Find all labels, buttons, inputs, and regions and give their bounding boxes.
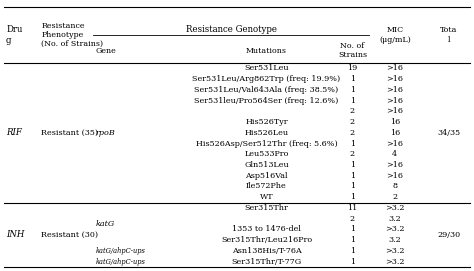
Text: 1: 1 [350,97,355,105]
Text: 29/30: 29/30 [438,231,461,239]
Text: rpoB: rpoB [96,129,115,137]
Text: Asp516Val: Asp516Val [245,172,288,180]
Text: Ser315Thr/Leu216Pro: Ser315Thr/Leu216Pro [221,236,312,244]
Text: Leu533Pro: Leu533Pro [244,150,289,158]
Text: >16: >16 [386,107,403,115]
Text: Resistant (30): Resistant (30) [41,231,99,239]
Text: 1: 1 [350,193,355,201]
Text: >3.2: >3.2 [385,247,405,255]
Text: Gene: Gene [96,47,117,55]
Text: Ile572Phe: Ile572Phe [246,182,287,191]
Text: >16: >16 [386,140,403,147]
Text: INH: INH [6,230,25,239]
Text: 16: 16 [390,129,400,137]
Text: >3.2: >3.2 [385,225,405,233]
Text: Ser531leu/Pro564Ser (freq: 12.6%): Ser531leu/Pro564Ser (freq: 12.6%) [194,97,338,105]
Text: Ser315Thr/T-77G: Ser315Thr/T-77G [231,257,301,266]
Text: katG: katG [96,220,115,228]
Text: His526Asp/Ser512Thr (freq: 5.6%): His526Asp/Ser512Thr (freq: 5.6%) [196,140,337,147]
Text: Resistance
Phenotype
(No. of Strains): Resistance Phenotype (No. of Strains) [41,22,103,48]
Text: 1: 1 [350,172,355,180]
Text: Asn138His/T-76A: Asn138His/T-76A [232,247,301,255]
Text: Tota
l: Tota l [440,26,458,44]
Text: 8: 8 [392,182,397,191]
Text: 1: 1 [350,236,355,244]
Text: 1: 1 [350,140,355,147]
Text: WT: WT [260,193,273,201]
Text: 2: 2 [350,129,355,137]
Text: Ser531Leu: Ser531Leu [244,64,289,72]
Text: 34/35: 34/35 [438,129,461,137]
Text: RIF: RIF [6,128,22,137]
Text: 11: 11 [347,204,357,212]
Text: Ser315Thr: Ser315Thr [245,204,288,212]
Text: Ser531Leu/Val643Ala (freq: 38.5%): Ser531Leu/Val643Ala (freq: 38.5%) [194,86,338,94]
Text: 1: 1 [350,182,355,191]
Text: 1: 1 [350,257,355,266]
Text: 2: 2 [350,107,355,115]
Text: 3.2: 3.2 [389,236,401,244]
Text: Gln513Leu: Gln513Leu [244,161,289,169]
Text: MIC
(μg/mL): MIC (μg/mL) [379,26,411,44]
Text: katG/ahpC-ups: katG/ahpC-ups [96,257,146,266]
Text: >16: >16 [386,86,403,94]
Text: 19: 19 [347,64,357,72]
Text: Dru
g: Dru g [6,25,22,45]
Text: 2: 2 [392,193,397,201]
Text: Resistant (35): Resistant (35) [41,129,99,137]
Text: His526Tyr: His526Tyr [245,118,288,126]
Text: >16: >16 [386,161,403,169]
Text: His526Leu: His526Leu [245,129,289,137]
Text: >16: >16 [386,64,403,72]
Text: 2: 2 [350,118,355,126]
Text: >3.2: >3.2 [385,257,405,266]
Text: >16: >16 [386,97,403,105]
Text: 16: 16 [390,118,400,126]
Text: 1: 1 [350,86,355,94]
Text: katG/ahpC-ups: katG/ahpC-ups [96,247,146,255]
Text: Resistance Genotype: Resistance Genotype [186,25,277,34]
Text: Ser531Leu/Arg862Trp (freq: 19.9%): Ser531Leu/Arg862Trp (freq: 19.9%) [192,75,341,83]
Text: 2: 2 [350,150,355,158]
Text: >3.2: >3.2 [385,204,405,212]
Text: 1353 to 1476-del: 1353 to 1476-del [232,225,301,233]
Text: Mutations: Mutations [246,47,287,55]
Text: 2: 2 [350,215,355,223]
Text: >16: >16 [386,75,403,83]
Text: 1: 1 [350,75,355,83]
Text: 1: 1 [350,225,355,233]
Text: >16: >16 [386,172,403,180]
Text: 3.2: 3.2 [389,215,401,223]
Text: No. of
Strains: No. of Strains [338,42,367,59]
Text: 1: 1 [350,247,355,255]
Text: 1: 1 [350,161,355,169]
Text: 4: 4 [392,150,397,158]
